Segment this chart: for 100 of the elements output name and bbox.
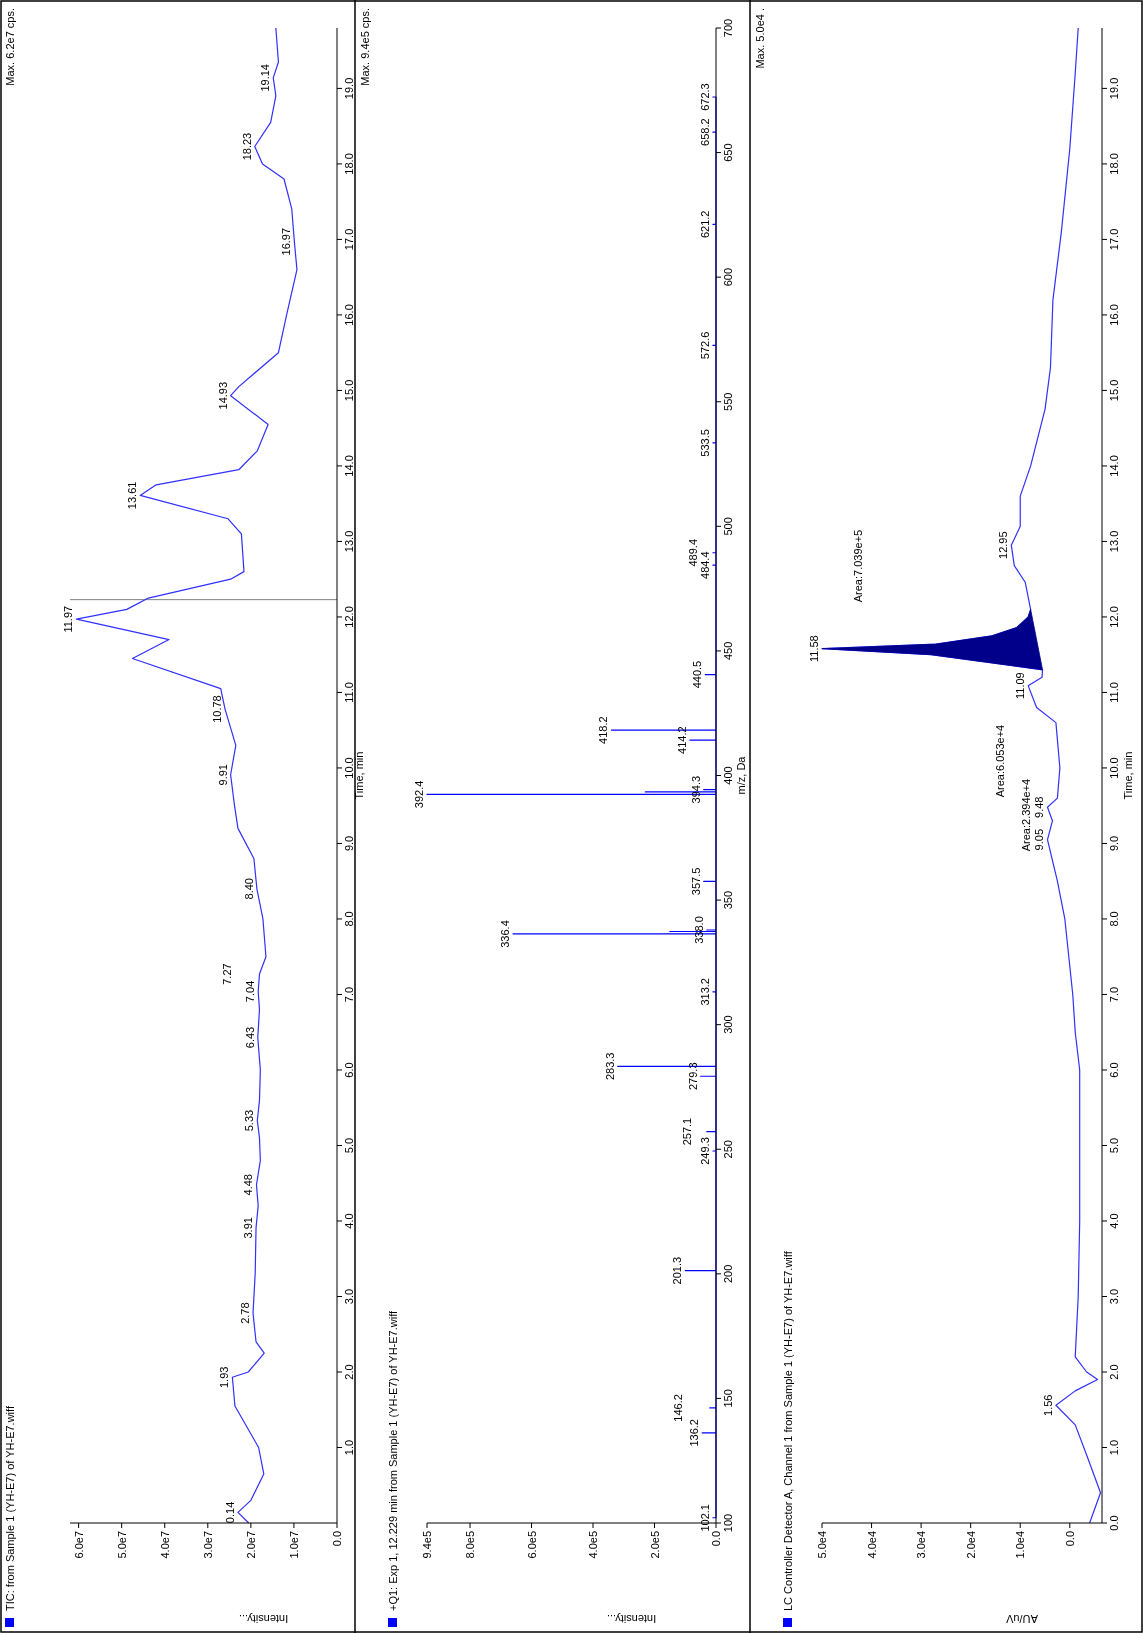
annotation: 283.3 (603, 1052, 616, 1081)
y-tick-label: 12.0 (1108, 606, 1120, 628)
y-tick-label: 16.0 (343, 304, 355, 326)
x-tick-label: 0.0 (710, 1531, 722, 1547)
annotation: 8.40 (242, 878, 255, 900)
annotation: 18.23 (240, 132, 253, 161)
x-tick-label: 0.0 (1063, 1531, 1076, 1547)
y-axis-title: m/z, Da (735, 755, 747, 795)
x-tick-label: 4.0e4 (865, 1531, 878, 1559)
y-tick-label: 3.0 (343, 1288, 355, 1305)
y-tick-label: 1.0 (1108, 1439, 1120, 1456)
y-tick-label: 3.0 (1108, 1288, 1120, 1305)
text: TIC: from Sample 1 (YH-E7) of YH-E7.wiff (4, 1405, 16, 1611)
y-axis-title: Time, min (1122, 751, 1134, 800)
annotation: 102.1 (698, 1504, 711, 1532)
annotation: Area:7.039e+5 (852, 529, 864, 603)
annotation: 336.4 (499, 920, 512, 948)
x-axis-title: Intensity... (238, 1613, 289, 1625)
annotation: 489.4 (686, 538, 699, 567)
y-tick-label: 10.0 (1108, 757, 1120, 779)
y-tick-label: 13.0 (1108, 530, 1120, 553)
annotation: 658.2 (698, 118, 711, 146)
y-tick-label: 200 (722, 1264, 734, 1284)
y-tick-label: 4.0 (343, 1213, 355, 1229)
y-tick-label: 9.0 (1108, 835, 1120, 852)
y-tick-label: 12.0 (343, 606, 355, 628)
annotation: 7.27 (221, 963, 234, 985)
y-tick-label: 450 (722, 641, 734, 661)
y-tick-label: 150 (722, 1389, 734, 1408)
y-tick-label: 100 (722, 1513, 734, 1533)
annotation: 440.5 (691, 660, 704, 689)
annotation: 136.2 (688, 1419, 701, 1447)
annotation: 394.3 (689, 775, 702, 804)
annotation: 484.4 (698, 551, 711, 579)
y-tick-label: 11.0 (1108, 682, 1120, 703)
annotation: 10.78 (211, 695, 224, 723)
annotation: 14.93 (216, 381, 229, 410)
y-tick-label: 15.0 (343, 379, 355, 402)
annotation: 201.3 (671, 1256, 684, 1285)
x-tick-label: 2.0e4 (964, 1531, 977, 1559)
annotation: 414.2 (675, 726, 688, 754)
text: +Q1: Exp 1, 12.229 min from Sample 1 (YH-E7) of YH-E7.wiff (387, 1309, 399, 1611)
annotation: 672.3 (698, 83, 711, 111)
annotation: 11.09 (1014, 672, 1027, 700)
y-tick-label: 550 (722, 392, 734, 411)
annotation: 13.61 (126, 481, 139, 510)
annotation: 2.78 (239, 1302, 252, 1324)
annotation: 3.91 (242, 1217, 255, 1239)
text: Max. 9.4e5 cps. (359, 8, 371, 86)
y-tick-label: 13.0 (343, 530, 355, 553)
y-tick-label: 19.0 (343, 77, 355, 100)
annotation: 418.2 (597, 716, 610, 744)
annotation: 19.14 (259, 64, 272, 92)
y-tick-label: 0.0 (1108, 1515, 1120, 1531)
y-tick-label: 8.0 (1108, 911, 1120, 927)
annotation: 7.04 (244, 980, 257, 1003)
annotation: 6.43 (243, 1026, 256, 1049)
annotation: 257.1 (680, 1117, 693, 1146)
annotation: 313.2 (698, 978, 711, 1006)
annotation: 11.97 (62, 605, 75, 633)
x-tick-label: 3.0e7 (201, 1531, 214, 1559)
y-tick-label: 2.0 (1108, 1364, 1120, 1380)
y-tick-label: 8.0 (343, 911, 355, 927)
y-tick-label: 5.0 (1108, 1137, 1120, 1154)
y-tick-label: 5.0 (343, 1137, 355, 1154)
y-tick-label: 350 (722, 890, 734, 910)
y-tick-label: 17.0 (343, 228, 355, 251)
x-tick-label: 9.4e5 (421, 1531, 433, 1559)
annotation: 533.5 (698, 429, 711, 457)
y-tick-label: 650 (722, 143, 734, 162)
annotation: 249.3 (698, 1137, 711, 1165)
annotation: 621.2 (698, 210, 711, 239)
text: Max. 5.0e4 . (754, 8, 766, 69)
y-tick-label: 18.0 (1108, 153, 1120, 175)
text: LC Controller Detector A, Channel 1 from Sample 1 (YH-E7) of YH-E7.wiff (782, 1250, 794, 1611)
y-tick-label: 4.0 (1108, 1213, 1120, 1229)
line-series (75, 27, 298, 1524)
x-axis-title: AU/uV (1005, 1613, 1038, 1625)
annotation: 392.4 (413, 780, 425, 809)
annotation: 12.95 (997, 531, 1010, 559)
text: Max. 6.2e7 cps. (4, 8, 16, 86)
y-tick-label: 6.0 (343, 1062, 355, 1078)
y-tick-label: 11.0 (343, 682, 355, 703)
x-axis-title: Intensity... (606, 1613, 657, 1625)
y-tick-label: 2.0 (343, 1364, 355, 1380)
annotation: 0.14 (223, 1501, 236, 1524)
annotation: 9.91 (216, 764, 229, 786)
annotation: Area:2.394e+4 (1020, 778, 1032, 852)
annotation: 279.3 (686, 1062, 699, 1091)
x-tick-label: 5.0e4 (816, 1531, 828, 1559)
annotation: 4.48 (242, 1174, 255, 1196)
annotation: 5.33 (243, 1109, 256, 1132)
x-tick-label: 5.0e7 (115, 1531, 128, 1559)
y-tick-label: 14.0 (1108, 455, 1120, 477)
annotation: 338.0 (692, 916, 705, 944)
x-tick-label: 2.0e5 (648, 1531, 661, 1559)
x-tick-label: 1.0e4 (1014, 1531, 1027, 1559)
y-tick-label: 6.0 (1108, 1062, 1120, 1078)
y-tick-label: 400 (722, 766, 734, 785)
y-tick-label: 600 (722, 267, 734, 287)
